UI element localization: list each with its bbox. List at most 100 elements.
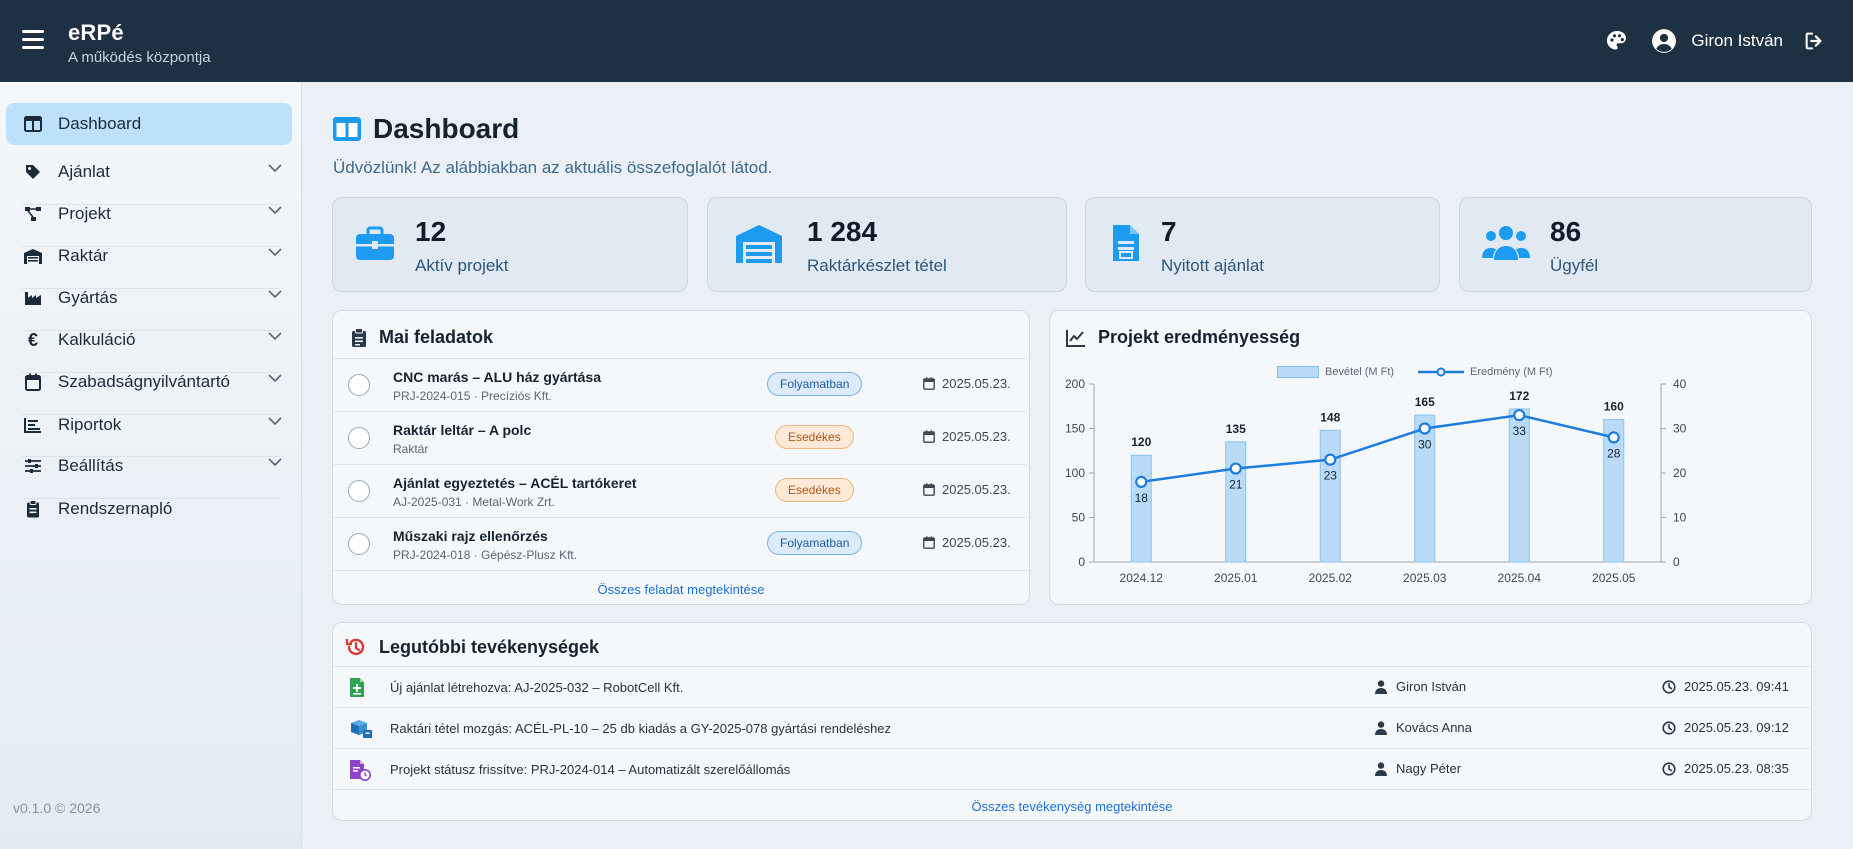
line-point: [1135, 475, 1148, 488]
sidebar-item-label: Gyártás: [58, 288, 118, 307]
task-meta: Raktár: [393, 442, 429, 456]
user-avatar-icon[interactable]: [1651, 28, 1677, 54]
task-date-text: 2025.05.23.: [942, 482, 1011, 497]
line-data-label: 18: [1135, 491, 1149, 505]
user-icon: [1375, 679, 1387, 694]
activity-text: Projekt státusz frissítve: PRJ-2024-014 …: [390, 762, 791, 777]
activities-panel: Legutóbbi tevékenységek Új ajánlat létre…: [332, 622, 1812, 821]
legend-item-revenue[interactable]: Bevétel (M Ft): [1277, 366, 1394, 378]
sidebar-item-projekt[interactable]: Projekt: [6, 193, 292, 235]
activity-user: Giron István: [1375, 679, 1466, 694]
stat-card-quotes[interactable]: 7 Nyitott ajánlat: [1085, 197, 1440, 292]
task-title: CNC marás – ALU ház gyártása: [393, 369, 602, 385]
task-row[interactable]: CNC marás – ALU ház gyártása PRJ-2024-01…: [333, 358, 1027, 411]
x-tick-label: 2025.05: [1592, 571, 1636, 585]
chart-bar: [1130, 454, 1152, 563]
legend-item-result[interactable]: Eredmény (M Ft): [1418, 366, 1553, 378]
sidebar-item-label: Projekt: [58, 204, 111, 223]
sidebar-item-label: Kalkuláció: [58, 330, 136, 349]
task-row[interactable]: Raktár leltár – A polc Raktár Esedékes 2…: [333, 411, 1027, 464]
sidebar-item-riportok[interactable]: Riportok: [6, 404, 292, 446]
calendar-icon: [923, 483, 935, 496]
status-badge: Folyamatban: [767, 531, 863, 555]
view-all-tasks-link[interactable]: Összes feladat megtekintése: [597, 582, 765, 597]
chart-panel-title: Projekt eredményesség: [1066, 327, 1300, 348]
sidebar-item-label: Beállítás: [58, 456, 124, 475]
stat-card-inventory[interactable]: 1 284 Raktárkészlet tétel: [707, 197, 1067, 292]
activity-time: 2025.05.23. 09:41: [1662, 679, 1789, 694]
sidebar-item-label: Rendszernapló: [58, 499, 173, 518]
task-date: 2025.05.23.: [923, 482, 1011, 497]
dashboard-icon: [333, 117, 361, 141]
panel-title-text: Legutóbbi tevékenységek: [379, 636, 600, 657]
sidebar-item-label: Szabadságnyilvántartó: [58, 372, 231, 391]
task-row[interactable]: Ajánlat egyeztetés – ACÉL tartókeret AJ-…: [333, 464, 1027, 517]
sidebar-item-gyartas[interactable]: Gyártás: [6, 277, 292, 319]
activity-user: Kovács Anna: [1375, 720, 1472, 735]
sidebar-item-szabadsag[interactable]: Szabadságnyilvántartó: [6, 361, 292, 403]
task-checkbox[interactable]: [348, 480, 370, 502]
activity-time: 2025.05.23. 08:35: [1662, 761, 1789, 776]
legend-label: Eredmény (M Ft): [1470, 366, 1553, 378]
stat-label: Raktárkészlet tétel: [807, 256, 947, 275]
task-row[interactable]: Műszaki rajz ellenőrzés PRJ-2024-018 · G…: [333, 517, 1027, 570]
y-tick-label: 50: [1072, 511, 1086, 525]
task-date-text: 2025.05.23.: [942, 429, 1011, 444]
bar-data-label: 160: [1604, 400, 1624, 414]
sidebar-item-beallitas[interactable]: Beállítás: [6, 445, 292, 487]
stat-card-projects[interactable]: 12 Aktív projekt: [332, 197, 688, 292]
stat-value: 7: [1161, 216, 1177, 247]
logout-icon[interactable]: [1803, 30, 1825, 52]
chevron-down-icon: [268, 374, 282, 383]
activity-user-name: Giron István: [1396, 679, 1467, 694]
y2-tick-label: 0: [1673, 555, 1680, 569]
task-meta: PRJ-2024-015 · Precíziós Kft.: [393, 389, 552, 403]
activity-user-name: Kovács Anna: [1396, 720, 1472, 735]
user-name[interactable]: Giron István: [1691, 31, 1783, 50]
briefcase-icon: [355, 226, 395, 267]
sidebar-item-ajanlat[interactable]: Ajánlat: [6, 151, 292, 193]
line-point: [1324, 453, 1337, 466]
task-meta: AJ-2025-031 · Metal-Work Zrt.: [393, 495, 555, 509]
chevron-down-icon: [268, 206, 282, 215]
activity-row[interactable]: Projekt státusz frissítve: PRJ-2024-014 …: [333, 748, 1811, 789]
task-checkbox[interactable]: [348, 427, 370, 449]
tag-icon: [22, 161, 44, 183]
calendar-icon: [923, 536, 935, 549]
stat-value: 12: [415, 216, 447, 247]
calendar-icon: [923, 377, 935, 390]
clipboard-icon: [22, 498, 44, 520]
view-all-activities-link[interactable]: Összes tevékenység megtekintése: [971, 799, 1173, 814]
sidebar-item-rendszernaplo[interactable]: Rendszernapló: [6, 488, 292, 530]
sliders-icon: [22, 455, 44, 477]
legend-swatch-bar: [1277, 366, 1319, 378]
sidebar-item-label: Dashboard: [58, 114, 142, 133]
palette-icon[interactable]: [1605, 29, 1629, 53]
activity-row[interactable]: Új ajánlat létrehozva: AJ-2025-032 – Rob…: [333, 666, 1811, 707]
line-point: [1418, 422, 1431, 435]
task-checkbox[interactable]: [348, 533, 370, 555]
status-badge: Esedékes: [775, 425, 854, 449]
menu-icon[interactable]: [22, 30, 44, 50]
activity-row[interactable]: Raktári tétel mozgás: ACÉL-PL-10 – 25 db…: [333, 707, 1811, 748]
euro-icon: €: [27, 329, 38, 350]
stat-card-customers[interactable]: 86 Ügyfél: [1459, 197, 1812, 292]
stat-label: Nyitott ajánlat: [1161, 256, 1264, 275]
chevron-down-icon: [268, 417, 282, 426]
chevron-down-icon: [268, 458, 282, 467]
sidebar-item-dashboard[interactable]: Dashboard: [6, 103, 292, 145]
clipboard-icon: [352, 327, 366, 347]
bar-data-label: 172: [1509, 389, 1529, 403]
task-meta: PRJ-2024-018 · Gépész-Plusz Kft.: [393, 548, 578, 562]
y2-tick-label: 40: [1673, 377, 1687, 391]
sidebar-item-raktar[interactable]: Raktár: [6, 235, 292, 277]
task-title: Raktár leltár – A polc: [393, 422, 532, 438]
line-chart-icon: [1066, 329, 1085, 347]
x-tick-label: 2025.03: [1403, 571, 1447, 585]
task-checkbox[interactable]: [348, 374, 370, 396]
tasks-panel-title: Mai feladatok: [351, 327, 493, 348]
task-date-text: 2025.05.23.: [942, 535, 1011, 550]
sidebar-item-kalkulacio[interactable]: € Kalkuláció: [6, 319, 292, 361]
app-name: eRPé: [68, 20, 124, 45]
sidebar-item-label: Ajánlat: [58, 162, 110, 181]
